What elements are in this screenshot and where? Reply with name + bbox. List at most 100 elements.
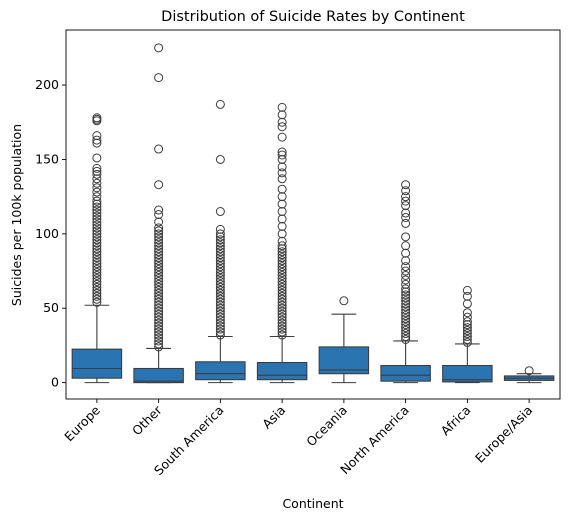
outlier-point <box>92 285 102 295</box>
outlier-point <box>154 315 164 325</box>
outlier-point <box>215 256 225 266</box>
outlier-point <box>401 317 411 327</box>
outlier-point <box>462 329 472 339</box>
plot-frame <box>65 29 561 400</box>
x-axis-label: Continent <box>282 496 343 511</box>
outlier-point <box>92 262 102 272</box>
outlier-point <box>401 314 411 324</box>
outlier-point <box>154 273 164 283</box>
outlier-point <box>215 279 225 289</box>
outlier-point <box>277 291 287 301</box>
outlier-point <box>154 285 164 295</box>
outlier-point <box>524 366 534 376</box>
box-body <box>71 348 123 379</box>
outlier-point <box>401 329 411 339</box>
outlier-point <box>154 336 164 346</box>
outlier-point <box>215 241 225 251</box>
outlier-point <box>401 180 411 190</box>
outlier-point <box>215 259 225 269</box>
outlier-point <box>277 184 287 194</box>
outlier-point <box>215 268 225 278</box>
outlier-point <box>401 326 411 336</box>
outlier-point <box>154 232 164 242</box>
outlier-point <box>92 223 102 233</box>
outlier-point <box>215 288 225 298</box>
outlier-point <box>92 217 102 227</box>
outlier-point <box>92 276 102 286</box>
outlier-point <box>154 291 164 301</box>
outlier-point <box>277 315 287 325</box>
outlier-point <box>462 299 472 309</box>
x-tick-label: Europe <box>61 402 103 444</box>
box-body <box>195 361 246 381</box>
outlier-point <box>277 276 287 286</box>
outlier-point <box>277 110 287 120</box>
outlier-point <box>92 196 102 206</box>
outlier-point <box>92 163 102 173</box>
outlier-point <box>92 268 102 278</box>
outlier-point <box>154 321 164 331</box>
outlier-point <box>277 273 287 283</box>
outlier-point <box>277 306 287 316</box>
outlier-point <box>92 265 102 275</box>
outlier-point <box>277 262 287 272</box>
outlier-point <box>277 303 287 313</box>
outlier-point <box>154 205 164 215</box>
outlier-point <box>92 174 102 184</box>
outlier-point <box>277 214 287 224</box>
outlier-point <box>462 312 472 322</box>
outlier-point <box>277 199 287 209</box>
outlier-point <box>215 207 225 217</box>
outlier-point <box>215 303 225 313</box>
outlier-point <box>277 300 287 310</box>
outlier-point <box>277 324 287 334</box>
outlier-point <box>92 192 102 202</box>
outlier-point <box>154 271 164 281</box>
outlier-point <box>215 262 225 272</box>
outlier-point <box>401 241 411 251</box>
outlier-point <box>401 290 411 300</box>
outlier-point <box>92 135 102 145</box>
outlier-point <box>154 276 164 286</box>
outlier-point <box>277 309 287 319</box>
outlier-point <box>215 300 225 310</box>
outlier-point <box>277 229 287 239</box>
outlier-point <box>92 202 102 212</box>
outlier-point <box>215 244 225 254</box>
outlier-point <box>154 229 164 239</box>
outlier-point <box>277 268 287 278</box>
outlier-point <box>92 241 102 251</box>
outlier-point <box>92 273 102 283</box>
outlier-point <box>154 327 164 337</box>
outlier-point <box>401 293 411 303</box>
outlier-point <box>92 131 102 141</box>
y-tick-label: 200 <box>35 77 59 92</box>
outlier-point <box>154 73 164 83</box>
outlier-point <box>154 294 164 304</box>
outlier-point <box>462 317 472 327</box>
outlier-point <box>462 320 472 330</box>
outlier-point <box>277 285 287 295</box>
y-axis-label: Suicides per 100k population <box>9 124 24 306</box>
outlier-point <box>401 275 411 285</box>
outlier-point <box>92 238 102 248</box>
outlier-point <box>92 113 102 123</box>
outlier-point <box>215 271 225 281</box>
outlier-point <box>154 330 164 340</box>
outlier-point <box>277 241 287 251</box>
outlier-point <box>154 144 164 154</box>
outlier-point <box>92 205 102 215</box>
outlier-point <box>215 312 225 322</box>
outlier-point <box>154 226 164 236</box>
box-body <box>256 361 308 381</box>
outlier-point <box>154 268 164 278</box>
outlier-point <box>462 291 472 301</box>
outlier-point <box>277 236 287 246</box>
outlier-point <box>92 271 102 281</box>
outlier-point <box>92 183 102 193</box>
outlier-point <box>462 323 472 333</box>
outlier-point <box>215 224 225 234</box>
outlier-point <box>154 300 164 310</box>
outlier-point <box>401 323 411 333</box>
